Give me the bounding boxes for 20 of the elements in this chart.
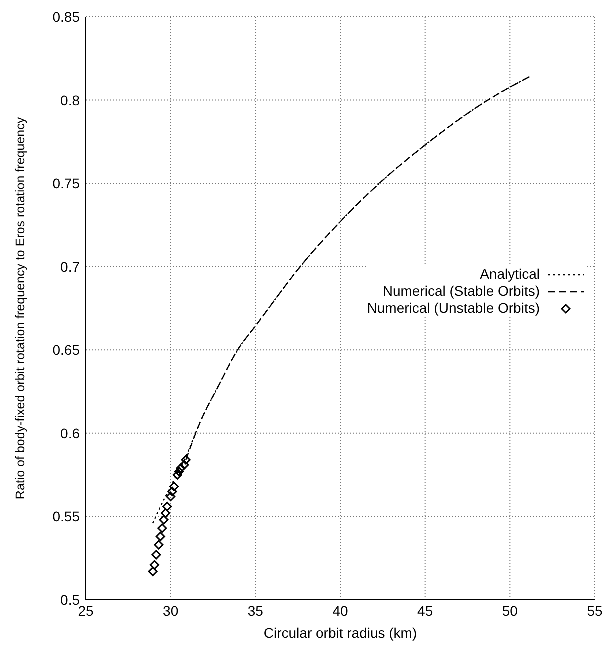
legend-label: Analytical <box>480 266 540 283</box>
legend-label: Numerical (Unstable Orbits) <box>367 300 540 317</box>
y-tick-label: 0.5 <box>60 592 80 608</box>
x-tick-label: 40 <box>332 602 348 619</box>
x-tick-label: 55 <box>587 602 603 619</box>
x-tick-label: 30 <box>163 602 179 619</box>
x-axis-title: Circular orbit radius (km) <box>264 625 418 641</box>
x-tick-label: 45 <box>418 602 434 619</box>
y-tick-label: 0.55 <box>52 508 80 525</box>
x-tick-label: 50 <box>502 602 518 619</box>
y-tick-label: 0.8 <box>60 92 80 108</box>
y-axis-title: Ratio of body-fixed orbit rotation frequency to Eros rotation frequency <box>13 116 28 500</box>
y-tick-label: 0.7 <box>60 258 80 275</box>
x-tick-label: 25 <box>78 602 94 619</box>
y-tick-label: 0.75 <box>52 176 80 192</box>
y-tick-label: 0.6 <box>60 425 80 442</box>
legend-label: Numerical (Stable Orbits) <box>382 283 540 300</box>
y-tick-label: 0.65 <box>52 342 80 358</box>
y-tick-label: 0.85 <box>52 8 80 25</box>
x-tick-label: 35 <box>248 602 264 619</box>
